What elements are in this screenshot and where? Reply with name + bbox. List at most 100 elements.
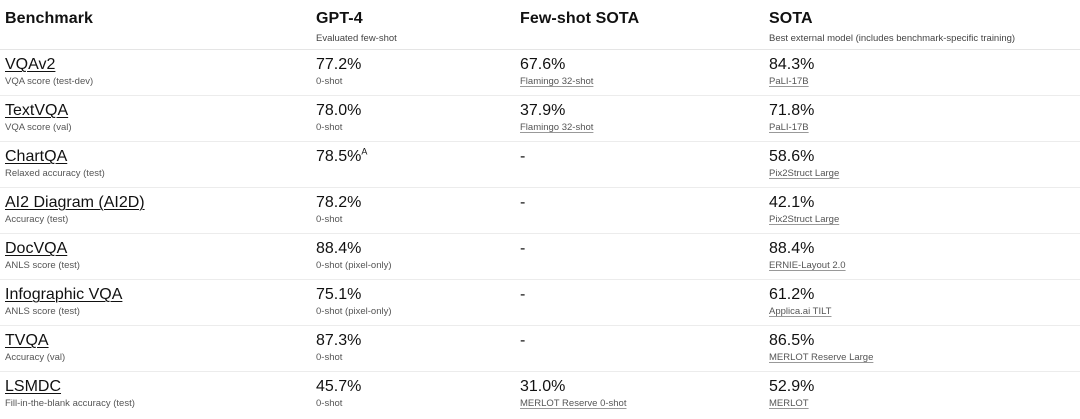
benchmark-link[interactable]: Infographic VQA [5,286,123,303]
fewshot-cell: - [520,188,760,212]
fewshot-value: 67.6% [520,56,566,73]
fewshot-cell: 31.0% MERLOT Reserve 0-shot [520,372,760,409]
benchmark-link[interactable]: LSMDC [5,378,62,395]
benchmark-link[interactable]: VQAv2 [5,56,56,73]
sota-cell: 71.8% PaLI-17B [769,96,1080,133]
gpt4-value-wrap: 77.2% [316,56,361,74]
fewshot-cell: 67.6% Flamingo 32-shot [520,50,760,87]
benchmark-metric: Accuracy (val) [5,352,66,363]
gpt4-value: 77.2% [316,56,362,73]
gpt4-value: 87.3% [316,332,362,349]
sota-model-link[interactable]: Pix2Struct Large [769,168,840,179]
benchmark-link[interactable]: DocVQA [5,240,68,257]
table-row: ChartQA Relaxed accuracy (test) 78.5%A - 58.… [0,142,1080,188]
gpt4-cell: 78.0% 0-shot [316,96,506,133]
sota-model-link[interactable]: PaLI-17B [769,76,809,87]
gpt4-value: 45.7% [316,378,362,395]
gpt4-value-wrap: 88.4% [316,240,361,258]
header-gpt4-cell: GPT-4 Evaluated few-shot [316,0,506,44]
fewshot-value: 37.9% [520,102,566,119]
gpt4-cell: 78.2% 0-shot [316,188,506,225]
fewshot-model-link[interactable]: MERLOT Reserve 0-shot [520,398,627,409]
table-row: TextVQA VQA score (val) 78.0% 0-shot 37.9% Fl… [0,96,1080,142]
sota-value: 84.3% [769,56,815,73]
fewshot-value: - [520,240,526,257]
gpt4-note: 0-shot (pixel-only) [316,260,392,271]
sota-cell: 84.3% PaLI-17B [769,50,1080,87]
benchmark-metric: ANLS score (test) [5,260,80,271]
benchmark-cell: LSMDC Fill-in-the-blank accuracy (test) [5,372,305,409]
header-gpt4: GPT-4 [316,10,363,27]
benchmark-metric: Accuracy (test) [5,214,69,225]
gpt4-value-wrap: 45.7% [316,378,361,396]
table-row: DocVQA ANLS score (test) 88.4% 0-shot (pixe… [0,234,1080,280]
footnote-marker[interactable]: A [361,146,368,157]
gpt4-value: 75.1% [316,286,362,303]
gpt4-value-wrap: 78.5%A [316,146,368,166]
benchmark-metric: Fill-in-the-blank accuracy (test) [5,398,135,409]
gpt4-note: 0-shot [316,352,343,363]
sota-model-link[interactable]: PaLI-17B [769,122,809,133]
fewshot-model-link[interactable]: Flamingo 32-shot [520,122,594,133]
sota-cell: 42.1% Pix2Struct Large [769,188,1080,225]
fewshot-value: - [520,148,526,165]
sota-value: 88.4% [769,240,815,257]
benchmark-link[interactable]: TVQA [5,332,49,349]
fewshot-value: - [520,332,526,349]
benchmark-link[interactable]: TextVQA [5,102,69,119]
fewshot-cell: - [520,142,760,166]
benchmark-cell: TextVQA VQA score (val) [5,96,305,133]
header-sota-subtitle: Best external model (includes benchmark-… [769,33,1016,44]
sota-cell: 88.4% ERNIE-Layout 2.0 [769,234,1080,271]
sota-model-link[interactable]: Pix2Struct Large [769,214,840,225]
gpt4-cell: 45.7% 0-shot [316,372,506,409]
sota-value: 61.2% [769,286,815,303]
benchmark-cell: DocVQA ANLS score (test) [5,234,305,271]
table-row: LSMDC Fill-in-the-blank accuracy (test) 45… [0,372,1080,418]
header-sota: SOTA [769,10,813,27]
gpt4-cell: 75.1% 0-shot (pixel-only) [316,280,506,317]
gpt4-value-wrap: 78.0% [316,102,361,120]
benchmark-link[interactable]: ChartQA [5,148,68,165]
gpt4-value-wrap: 87.3% [316,332,361,350]
table-row: AI2 Diagram (AI2D) Accuracy (test) 78.2% 0-… [0,188,1080,234]
header-gpt4-subtitle: Evaluated few-shot [316,33,397,44]
fewshot-value: - [520,194,526,211]
header-fewshot-cell: Few-shot SOTA [520,0,760,28]
sota-model-link[interactable]: MERLOT [769,398,809,409]
sota-model-link[interactable]: MERLOT Reserve Large [769,352,874,363]
sota-value: 52.9% [769,378,815,395]
gpt4-cell: 87.3% 0-shot [316,326,506,363]
gpt4-note: 0-shot (pixel-only) [316,306,392,317]
table-row: VQAv2 VQA score (test-dev) 77.2% 0-shot 67.6… [0,50,1080,96]
benchmark-link[interactable]: AI2 Diagram (AI2D) [5,194,145,211]
sota-cell: 86.5% MERLOT Reserve Large [769,326,1080,363]
benchmark-metric: VQA score (test-dev) [5,76,94,87]
gpt4-cell: 78.5%A [316,142,506,166]
sota-model-link[interactable]: Applica.ai TILT [769,306,832,317]
gpt4-note: 0-shot [316,214,343,225]
fewshot-cell: - [520,280,760,304]
header-fewshot: Few-shot SOTA [520,10,640,27]
sota-cell: 58.6% Pix2Struct Large [769,142,1080,179]
table-header: Benchmark GPT-4 Evaluated few-shot Few-s… [0,0,1080,50]
sota-model-link[interactable]: ERNIE-Layout 2.0 [769,260,846,271]
fewshot-model-link[interactable]: Flamingo 32-shot [520,76,594,87]
sota-value: 86.5% [769,332,815,349]
table-row: TVQA Accuracy (val) 87.3% 0-shot - 86.5% MERLO… [0,326,1080,372]
benchmark-cell: TVQA Accuracy (val) [5,326,305,363]
gpt4-value: 78.5% [316,148,362,165]
header-sota-cell: SOTA Best external model (includes bench… [769,0,1080,44]
header-benchmark-cell: Benchmark [5,0,305,28]
gpt4-cell: 88.4% 0-shot (pixel-only) [316,234,506,271]
gpt4-value-wrap: 75.1% [316,286,361,304]
table-row: Infographic VQA ANLS score (test) 75.1% 0-s… [0,280,1080,326]
header-benchmark: Benchmark [5,10,94,27]
benchmark-cell: VQAv2 VQA score (test-dev) [5,50,305,87]
gpt4-note: 0-shot [316,122,343,133]
gpt4-value: 78.2% [316,194,362,211]
gpt4-note: 0-shot [316,398,343,409]
sota-cell: 61.2% Applica.ai TILT [769,280,1080,317]
fewshot-cell: 37.9% Flamingo 32-shot [520,96,760,133]
